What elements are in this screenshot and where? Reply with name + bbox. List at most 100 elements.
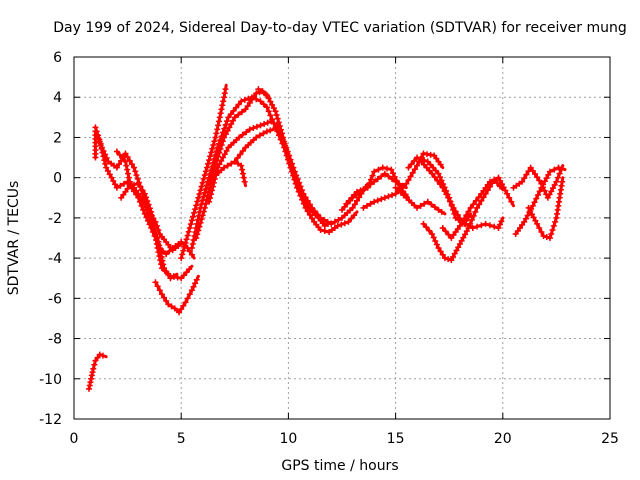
data-point	[381, 170, 388, 177]
data-point	[407, 173, 414, 180]
data-point	[239, 166, 246, 173]
data-point	[431, 174, 438, 181]
data-point	[193, 276, 200, 283]
data-point	[304, 197, 311, 204]
data-point	[432, 167, 439, 174]
data-point	[222, 86, 229, 93]
data-point	[293, 172, 300, 179]
data-point	[351, 201, 358, 208]
data-point	[441, 255, 448, 262]
data-point	[234, 155, 241, 162]
data-point	[270, 105, 277, 112]
data-point	[389, 192, 396, 199]
data-point	[546, 235, 553, 241]
data-point	[463, 212, 470, 219]
data-point	[528, 211, 535, 218]
data-point	[432, 238, 439, 245]
data-point	[429, 170, 436, 177]
series-arc-21	[420, 176, 505, 264]
data-point	[450, 253, 457, 260]
data-point	[216, 161, 223, 168]
data-point	[431, 152, 438, 159]
data-point	[366, 180, 373, 187]
data-point	[354, 197, 361, 204]
data-point	[375, 166, 382, 173]
data-point	[421, 200, 428, 207]
data-point	[549, 185, 556, 192]
data-point	[226, 124, 233, 131]
data-point	[113, 184, 120, 191]
data-point	[225, 114, 232, 121]
data-point	[131, 164, 138, 171]
data-point	[239, 131, 246, 138]
data-point	[126, 157, 133, 164]
data-point	[122, 158, 129, 165]
data-point	[218, 106, 225, 113]
data-point	[306, 201, 313, 208]
data-point	[267, 98, 274, 105]
data-point	[296, 179, 303, 186]
data-point	[106, 171, 113, 178]
data-point	[339, 206, 345, 213]
data-point	[253, 134, 260, 141]
data-point	[527, 164, 534, 171]
data-point	[450, 231, 457, 238]
data-point	[297, 183, 304, 190]
data-point	[222, 121, 229, 128]
data-point	[125, 170, 132, 177]
data-point	[540, 184, 546, 191]
data-point	[437, 161, 444, 168]
data-point	[269, 116, 276, 123]
data-point	[209, 183, 216, 190]
data-point	[191, 209, 198, 216]
data-point	[371, 178, 378, 185]
data-point	[224, 127, 231, 134]
data-point	[171, 305, 178, 312]
data-point	[484, 181, 491, 188]
data-point	[245, 95, 252, 102]
data-point	[152, 279, 159, 286]
data-point	[236, 134, 243, 141]
data-point	[491, 223, 498, 230]
data-point	[128, 161, 135, 168]
data-point	[308, 204, 315, 211]
series-arc-18	[392, 184, 447, 216]
data-point	[519, 178, 526, 185]
series-arc-24	[510, 164, 565, 201]
data-point	[95, 132, 102, 139]
data-point	[190, 283, 197, 290]
data-point	[235, 160, 242, 167]
data-point	[546, 191, 553, 198]
data-point	[288, 160, 295, 167]
y-tick-label: 4	[53, 90, 62, 106]
data-point	[267, 112, 274, 119]
data-point	[183, 269, 190, 276]
data-point	[455, 244, 462, 251]
data-point	[201, 204, 208, 211]
data-point	[180, 247, 187, 254]
data-point	[103, 155, 110, 162]
data-point	[246, 99, 253, 106]
data-point	[438, 208, 445, 215]
data-point	[494, 180, 501, 187]
data-point	[367, 200, 374, 207]
data-point	[118, 194, 125, 201]
data-point	[514, 227, 521, 234]
data-point	[218, 142, 225, 149]
data-point	[465, 208, 472, 215]
data-point	[237, 151, 244, 158]
series-arc-25	[525, 176, 566, 241]
data-point	[141, 190, 148, 197]
data-point	[374, 197, 381, 204]
data-point	[519, 221, 526, 228]
data-point	[441, 188, 448, 195]
data-point	[351, 212, 358, 219]
data-point	[132, 168, 139, 175]
data-point	[521, 175, 528, 182]
data-point	[208, 149, 215, 156]
x-axis-label: GPS time / hours	[281, 458, 398, 474]
data-point	[279, 136, 286, 143]
data-point	[119, 155, 126, 162]
data-point	[206, 157, 213, 164]
data-point	[269, 101, 276, 108]
